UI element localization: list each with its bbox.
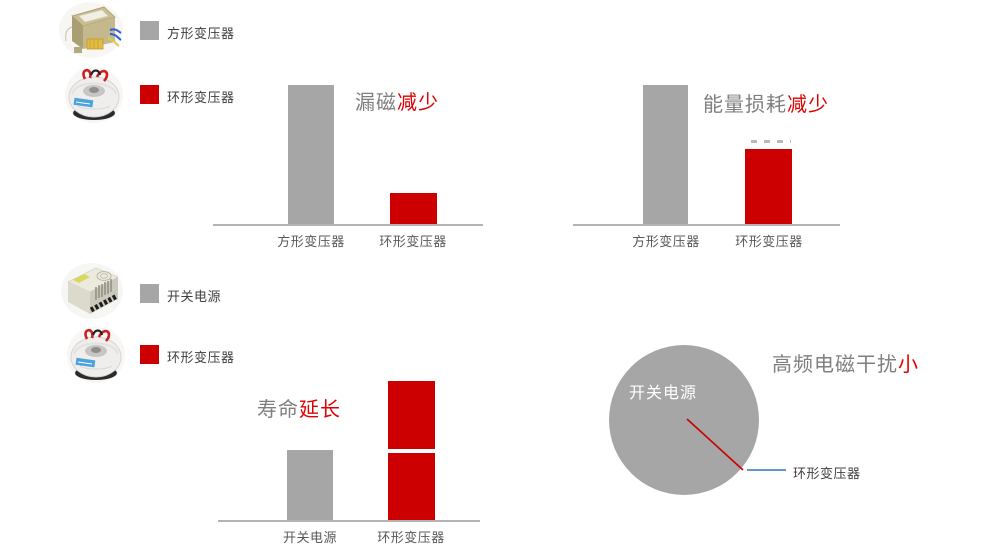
chart-title-plain: 寿命	[257, 399, 299, 421]
x-tick-label: 环形变压器	[379, 234, 447, 249]
bar-square-transformer	[643, 85, 688, 224]
pie-leader-label: 环形变压器	[793, 466, 861, 481]
chart-title-accent: 减少	[787, 94, 829, 116]
chart-title: 能量损耗减少	[703, 88, 829, 117]
x-axis-line	[573, 224, 840, 226]
switching-power-supply-image	[61, 263, 123, 319]
legend-label-square-transformer: 方形变压器	[167, 26, 235, 41]
clipped-label-remnant	[751, 140, 791, 143]
legend-swatch-toroidal-transformer	[140, 345, 159, 364]
x-tick-label: 环形变压器	[377, 530, 445, 545]
chart-title: 高频电磁干扰小	[772, 348, 919, 377]
x-tick-label: 方形变压器	[632, 234, 700, 249]
chart-title: 漏磁减少	[355, 86, 439, 115]
x-axis-line	[213, 224, 483, 226]
toroidal-transformer-image	[65, 67, 123, 123]
chart-title-accent: 延长	[299, 399, 341, 421]
chart-title-accent: 小	[898, 354, 919, 376]
ei-transformer-image	[59, 2, 123, 58]
toroidal-transformer-image	[67, 327, 125, 383]
bar-toroidal-transformer	[390, 193, 437, 224]
chart-title-plain: 能量损耗	[703, 94, 787, 116]
legend-label-toroidal-transformer: 环形变压器	[167, 90, 235, 105]
stacked-bar-divider	[388, 449, 435, 453]
pie-inner-label: 开关电源	[629, 385, 698, 402]
legend-label-switching-power-supply: 开关电源	[167, 289, 222, 304]
legend-swatch-square-transformer	[140, 21, 159, 40]
x-tick-label: 开关电源	[282, 530, 337, 545]
chart-title-plain: 漏磁	[355, 92, 397, 114]
chart-title: 寿命延长	[257, 393, 341, 422]
legend-swatch-switching-power-supply	[140, 284, 159, 303]
x-tick-label: 环形变压器	[735, 234, 803, 249]
bar-square-transformer	[288, 85, 334, 224]
chart-title-plain: 高频电磁干扰	[772, 354, 898, 376]
legend-label-toroidal-transformer: 环形变压器	[167, 350, 235, 365]
legend-swatch-toroidal-transformer	[140, 85, 159, 104]
bar-switching-power-supply	[287, 450, 333, 520]
bar-toroidal-transformer	[745, 149, 792, 224]
x-tick-label: 方形变压器	[277, 234, 345, 249]
pie-slice-toroidal-transformer	[686, 418, 744, 471]
pie-slice-switching-power-supply	[609, 345, 759, 495]
chart-title-accent: 减少	[397, 92, 439, 114]
pie-chart-graphic	[609, 345, 786, 495]
x-axis-line	[218, 520, 480, 522]
